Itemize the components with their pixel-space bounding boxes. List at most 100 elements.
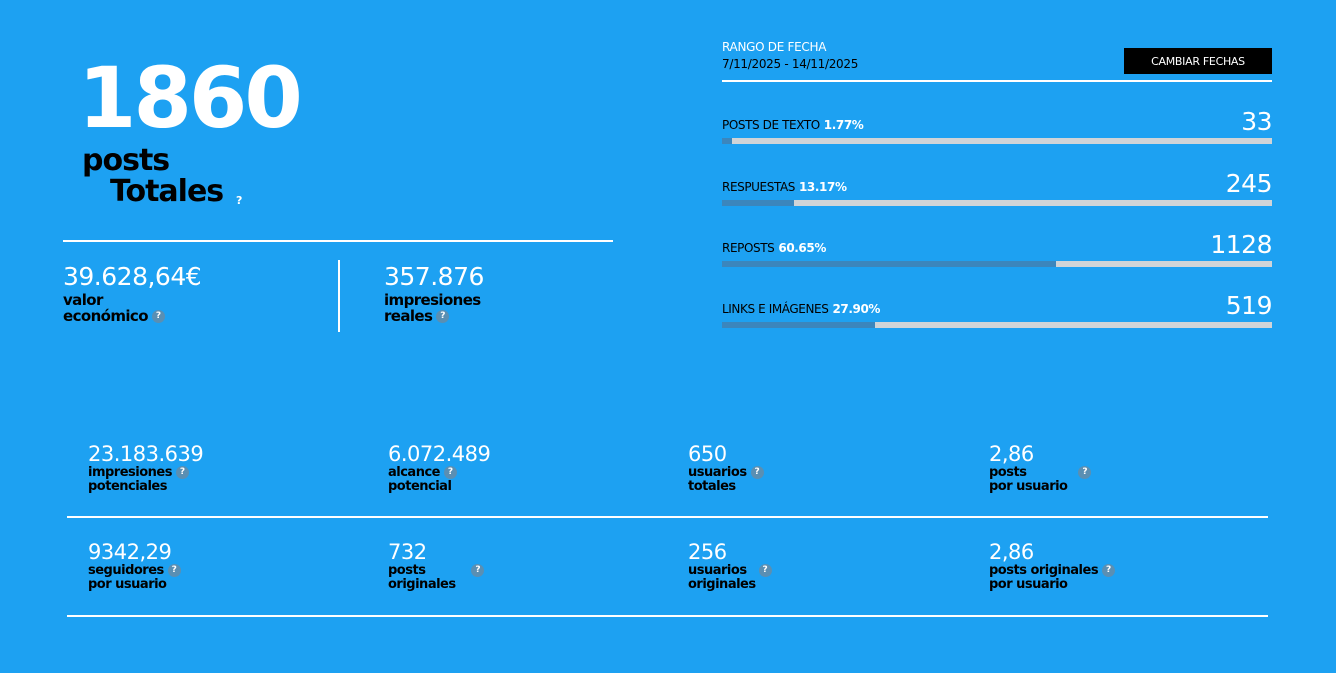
breakdown-text-posts: POSTS DE TEXTO 1.77% 33 xyxy=(722,104,1272,144)
stat-total-users: 650 usuarios? totales xyxy=(688,442,764,494)
help-icon[interactable]: ? xyxy=(1078,466,1092,479)
breakdown-links-images: LINKS E IMÁGENES 27.90% 519 xyxy=(722,288,1273,328)
kpi-label-line2: reales xyxy=(384,307,433,325)
total-posts-label-line2: Totales xyxy=(110,174,224,209)
help-icon[interactable]: ? xyxy=(444,466,457,479)
stat-label-line1: alcance xyxy=(388,465,441,480)
date-range-divider xyxy=(722,80,1272,82)
stat-original-users: 256 usuarios? originales xyxy=(688,540,772,592)
breakdown-label: RESPUESTAS 13.17% xyxy=(722,180,847,194)
stat-potential-reach: 6.072.489 alcance? potencial xyxy=(388,442,491,494)
stat-value: 9342,29 xyxy=(88,540,172,564)
help-icon[interactable]: ? xyxy=(750,466,764,479)
breakdown-percent: 27.90% xyxy=(832,302,881,316)
stat-posts-per-user: 2,86 posts? por usuario xyxy=(989,442,1092,494)
kpi-economic-value: 39.628,64€ valor económico? xyxy=(63,262,202,324)
stat-label: usuarios? totales xyxy=(688,466,764,494)
stat-original-posts-per-user: 2,86 posts originales? por usuario xyxy=(989,540,1116,592)
help-icon[interactable]: ? xyxy=(758,564,772,577)
grid-divider-2 xyxy=(67,615,1268,617)
breakdown-bar-fill xyxy=(722,200,794,206)
breakdown-bar-fill xyxy=(722,138,732,144)
breakdown-label: LINKS E IMÁGENES 27.90% xyxy=(722,302,880,316)
help-icon[interactable]: ? xyxy=(471,564,485,577)
breakdown-value: 1128 xyxy=(1210,230,1272,259)
breakdown-value: 519 xyxy=(1225,291,1273,320)
kpi-divider xyxy=(338,260,340,332)
stat-label-line2: totales xyxy=(688,479,736,494)
stat-label: posts originales? por usuario xyxy=(989,563,1116,592)
stat-value: 650 xyxy=(688,442,727,466)
date-range-dates: 7/11/2025 - 14/11/2025 xyxy=(722,57,859,71)
total-posts-label: posts Totales xyxy=(82,143,224,209)
stat-label-line2: por usuario xyxy=(989,577,1068,592)
kpi-label-line1: impresiones xyxy=(384,291,481,309)
breakdown-label-text: POSTS DE TEXTO xyxy=(722,118,820,132)
stat-label-line2: originales xyxy=(688,577,756,592)
stat-label-line2: por usuario xyxy=(88,577,167,592)
stat-value: 2,86 xyxy=(989,442,1034,466)
breakdown-percent: 1.77% xyxy=(823,118,864,132)
stat-label-line1: posts originales xyxy=(989,563,1099,578)
stat-label: posts? por usuario xyxy=(989,465,1092,494)
stat-label-line2: originales xyxy=(388,577,456,592)
stat-label: impresiones? potenciales xyxy=(88,466,203,494)
stat-label-line1: usuarios xyxy=(688,563,747,578)
kpi-value: 39.628,64€ xyxy=(63,262,202,291)
hero-divider xyxy=(63,240,613,242)
stat-label-line2: por usuario xyxy=(989,479,1068,494)
breakdown-label-text: LINKS E IMÁGENES xyxy=(722,302,829,316)
help-icon[interactable]: ? xyxy=(151,310,165,323)
grid-divider-1 xyxy=(67,516,1268,518)
kpi-label: impresiones reales? xyxy=(384,292,484,324)
breakdown-label-text: RESPUESTAS xyxy=(722,180,795,194)
breakdown-value: 33 xyxy=(1241,107,1272,136)
stat-label-line1: impresiones xyxy=(88,465,172,480)
breakdown-bar-fill xyxy=(722,322,875,328)
breakdown-label: REPOSTS 60.65% xyxy=(722,241,826,255)
breakdown-percent: 13.17% xyxy=(798,180,847,194)
breakdown-bar-fill xyxy=(722,261,1056,267)
stat-original-posts: 732 posts? originales xyxy=(388,540,485,592)
stat-potential-impressions: 23.183.639 impresiones? potenciales xyxy=(88,442,204,494)
total-posts-value: 1860 xyxy=(78,49,303,147)
breakdown-replies: RESPUESTAS 13.17% 245 xyxy=(722,166,1273,206)
breakdown-label-text: REPOSTS xyxy=(722,241,775,255)
breakdown-bar-track xyxy=(722,261,1272,267)
breakdown-bar-track xyxy=(722,138,1272,144)
stat-followers-per-user: 9342,29 seguidores? por usuario xyxy=(88,540,181,592)
kpi-label: valor económico? xyxy=(63,292,201,324)
stat-value: 256 xyxy=(688,540,727,564)
help-icon[interactable]: ? xyxy=(167,564,181,577)
stat-label-line1: usuarios xyxy=(688,465,747,480)
kpi-value: 357.876 xyxy=(384,262,484,291)
stat-label: posts? originales xyxy=(388,563,485,592)
stat-label-line1: seguidores xyxy=(88,563,164,578)
breakdown-label: POSTS DE TEXTO 1.77% xyxy=(722,118,864,132)
stat-label-line2: potenciales xyxy=(88,479,167,494)
breakdown-bar-track xyxy=(722,322,1272,328)
breakdown-value: 245 xyxy=(1225,169,1273,198)
breakdown-reposts: REPOSTS 60.65% 1128 xyxy=(722,227,1272,267)
stat-label: alcance? potencial xyxy=(388,466,490,494)
kpi-real-impressions: 357.876 impresiones reales? xyxy=(384,262,484,324)
total-posts-label-line1: posts xyxy=(82,143,170,178)
change-dates-button[interactable]: CAMBIAR FECHAS xyxy=(1124,48,1272,74)
help-icon[interactable]: ? xyxy=(436,310,450,323)
kpi-label-line1: valor xyxy=(63,291,103,309)
stat-label-line2: potencial xyxy=(388,479,452,494)
stat-value: 732 xyxy=(388,540,427,564)
date-range-title: RANGO DE FECHA xyxy=(722,40,827,54)
stat-label: usuarios? originales xyxy=(688,564,772,592)
stat-value: 6.072.489 xyxy=(388,442,491,466)
kpi-label-line2: económico xyxy=(63,307,149,325)
stat-label-line1: posts xyxy=(989,465,1027,480)
stat-value: 2,86 xyxy=(989,540,1034,564)
stat-label-line1: posts xyxy=(388,563,426,578)
help-icon[interactable]: ? xyxy=(1102,564,1116,577)
breakdown-percent: 60.65% xyxy=(778,241,826,255)
total-posts-help-icon[interactable]: ? xyxy=(236,194,243,207)
stat-value: 23.183.639 xyxy=(88,442,204,466)
help-icon[interactable]: ? xyxy=(175,466,189,479)
